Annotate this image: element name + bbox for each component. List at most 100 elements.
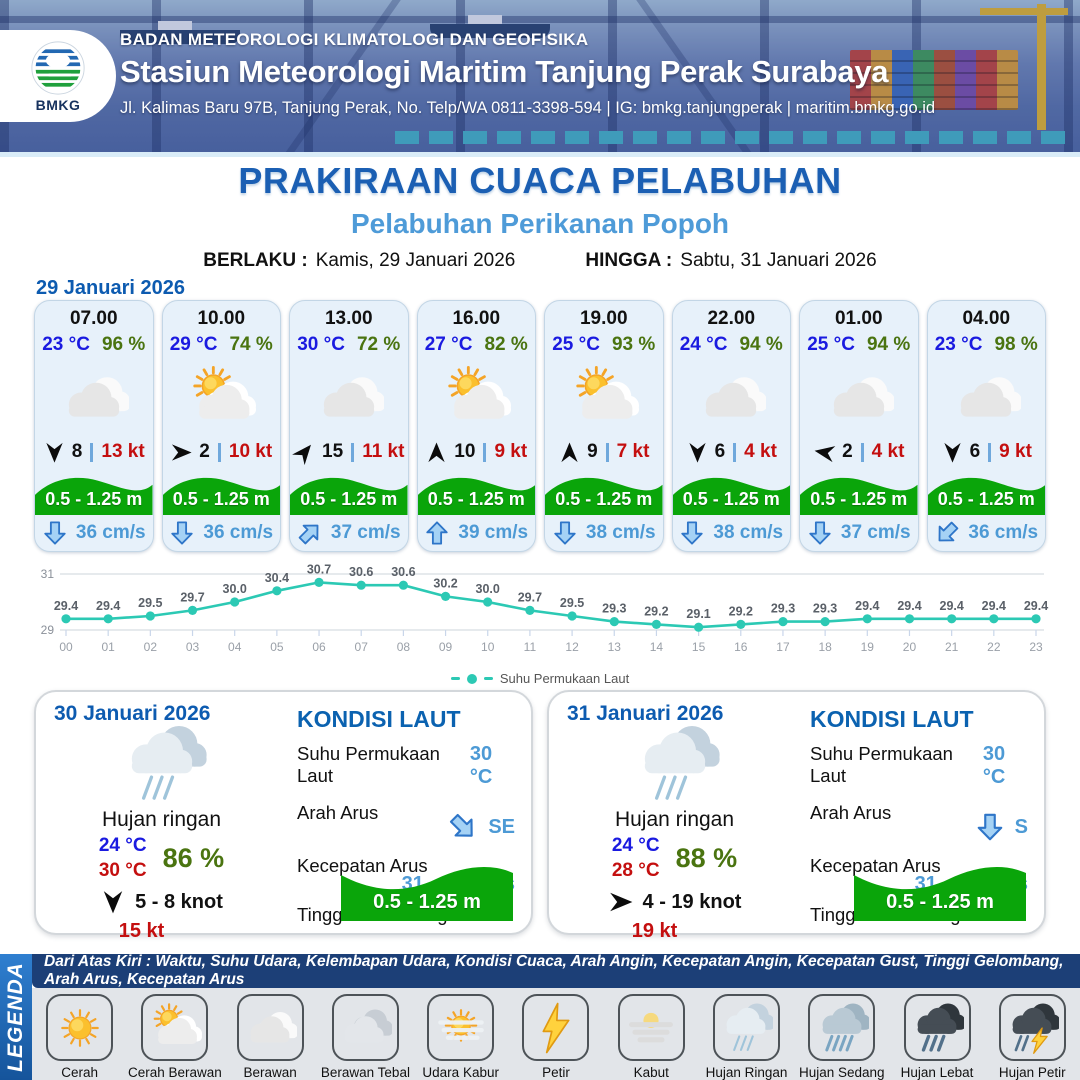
wind-speed: 6 [969, 441, 981, 462]
svg-text:13: 13 [608, 640, 622, 654]
valid-from-label: BERLAKU : [203, 250, 308, 271]
current-speed-row: Kecepatan Arus [297, 855, 517, 877]
current-direction-icon [929, 515, 966, 551]
daily-wind-row: 4 - 19 knot [608, 889, 741, 915]
forecast-card: 19.00 25 °C 93 % 9 7 kt 0.5 - 1.25 m [544, 300, 664, 552]
wave-height: 0.5 - 1.25 m [937, 489, 1035, 509]
sst-chart-section: 29 31 00 01 02 03 04 05 06 07 08 09 10 11 12 13 14 15 16 17… [28, 558, 1052, 686]
current-direction-text: S [1014, 815, 1028, 838]
current-direction-icon [291, 515, 328, 551]
forecast-time: 16.00 [452, 308, 501, 329]
svg-text:29.7: 29.7 [518, 590, 542, 604]
legend-item-label: Hujan Petir [998, 1065, 1066, 1080]
wind-speed: 9 [587, 441, 598, 462]
sst-value: 30 °C [982, 743, 1006, 788]
current-direction-icon [679, 520, 705, 546]
legend-item-label: Berawan [243, 1065, 297, 1080]
station-address: Jl. Kalimas Baru 97B, Tanjung Perak, No.… [120, 99, 936, 117]
daily-weather-summary: 30 Januari 2026 Hujan ringan 24 °C 30 °C… [54, 702, 269, 942]
legend-tab: LEGENDA [0, 954, 32, 1080]
svg-text:30.0: 30.0 [476, 582, 500, 596]
air-temperature: 23 °C [934, 334, 983, 355]
wind-speed: 6 [714, 441, 726, 462]
legend-item-label: Hujan Sedang [798, 1065, 885, 1080]
svg-text:07: 07 [355, 640, 369, 654]
ship-illustration [120, 21, 240, 44]
wind-gust: 11 kt [362, 441, 405, 462]
wave-shape [854, 867, 1026, 921]
humidity: 94 % [739, 334, 783, 355]
temp-humidity-row: 27 °C 82 % [418, 334, 536, 360]
daily-humidity: 88 % [675, 843, 738, 873]
weather-icon [418, 360, 536, 436]
current-direction-icon [169, 520, 195, 546]
current-direction-value: S [975, 812, 1028, 842]
wind-speed: 10 [454, 441, 476, 462]
daily-weather-icon [629, 722, 721, 806]
wave-height: 0.5 - 1.25 m [427, 489, 525, 509]
sst-row: Suhu Permukaan Laut 30 °C [297, 743, 517, 789]
agency-name: BADAN METEOROLOGI KLIMATOLOGI DAN GEOFIS… [120, 30, 589, 49]
svg-text:29.4: 29.4 [897, 599, 921, 613]
humidity: 96 % [101, 334, 146, 355]
air-temperature: 25 °C [552, 334, 600, 355]
current-direction-label: Arah Arus [810, 802, 892, 823]
air-temperature: 27 °C [424, 334, 473, 355]
sea-condition-title: KONDISI LAUT [297, 706, 461, 732]
sea-condition-panel: KONDISI LAUT Suhu Permukaan Laut 30 °C A… [269, 702, 517, 925]
legend-marker-dot [466, 673, 477, 684]
svg-text:30.0: 30.0 [223, 582, 247, 596]
current-row: 37 cm/s [800, 515, 918, 551]
forecast-card: 22.00 24 °C 94 % 6 4 kt 0.5 - 1.25 m [671, 300, 791, 552]
forecast-date: 29 Januari 2026 [36, 277, 185, 299]
air-temperature: 30 °C [297, 334, 345, 355]
port-name: Pelabuhan Perikanan Popoh [350, 208, 730, 239]
current-direction-icon [42, 520, 68, 546]
validity-row: BERLAKU : Kamis, 29 Januari 2026 HINGGA :… [0, 250, 1080, 272]
wave-height: 0.5 - 1.25 m [45, 489, 143, 509]
station-name: Stasiun Meteorologi Maritim Tanjung Pera… [120, 54, 889, 89]
daily-forecast-card: 30 Januari 2026 Hujan ringan 24 °C 30 °C… [34, 690, 533, 942]
wave-height-band: 0.5 - 1.25 m [545, 468, 663, 515]
legend-item: Hujan Sedang [794, 994, 889, 1080]
svg-text:29.2: 29.2 [644, 604, 668, 618]
air-temperature: 24 °C [679, 334, 728, 355]
wind-row: 9 7 kt [545, 436, 663, 468]
weather-icon [673, 360, 791, 436]
legend-weather-icon [46, 994, 114, 1061]
svg-text:29.4: 29.4 [855, 599, 879, 613]
temp-humidity-row: 23 °C 96 % [35, 334, 153, 360]
wind-row: 2 4 kt [800, 436, 918, 468]
legend-item-label: Cerah Berawan [127, 1065, 222, 1080]
legend-weather-icon [808, 994, 876, 1061]
chart-legend-label: Suhu Permukaan Laut [499, 671, 630, 686]
legend-item: Berawan Tebal [318, 994, 413, 1080]
bmkg-logo: BMKG [0, 30, 116, 122]
svg-text:21: 21 [945, 640, 959, 654]
current-speed-label: Kecepatan Arus [810, 855, 941, 876]
sea-condition-panel: KONDISI LAUT Suhu Permukaan Laut 30 °C A… [782, 702, 1030, 925]
wind-gust: 9 kt [999, 441, 1032, 462]
svg-text:29.4: 29.4 [940, 599, 964, 613]
current-row: 38 cm/s [673, 515, 791, 551]
wind-gust-divider [988, 442, 992, 462]
weather-icon [545, 360, 663, 436]
legend-item-label: Udara Kabur [422, 1065, 499, 1080]
sea-condition-title: KONDISI LAUT [810, 706, 974, 732]
seats-illustration [395, 131, 1070, 144]
wind-gust: 10 kt [228, 441, 273, 462]
weather-icon [35, 360, 153, 436]
wind-gust: 4 kt [744, 441, 777, 462]
current-speed-row: Kecepatan Arus [810, 855, 1030, 877]
legend-description: Dari Atas Kiri : Waktu, Suhu Udara, Kele… [32, 953, 1080, 988]
wind-direction-icon [100, 889, 126, 915]
sst-row: Suhu Permukaan Laut 30 °C [810, 743, 1030, 789]
current-row: 37 cm/s [290, 515, 408, 551]
wind-direction-icon [941, 441, 964, 464]
wind-gust-divider [483, 442, 487, 462]
daily-weather-summary: 31 Januari 2026 Hujan ringan 24 °C 28 °C… [567, 702, 782, 942]
daily-date: 31 Januari 2026 [567, 702, 724, 725]
hourly-forecast-row: 07.00 23 °C 96 % 8 13 kt 0.5 - 1.25 m [34, 300, 1046, 552]
svg-text:29.7: 29.7 [180, 590, 204, 604]
wave-height: 0.5 - 1.25 m [810, 489, 908, 509]
